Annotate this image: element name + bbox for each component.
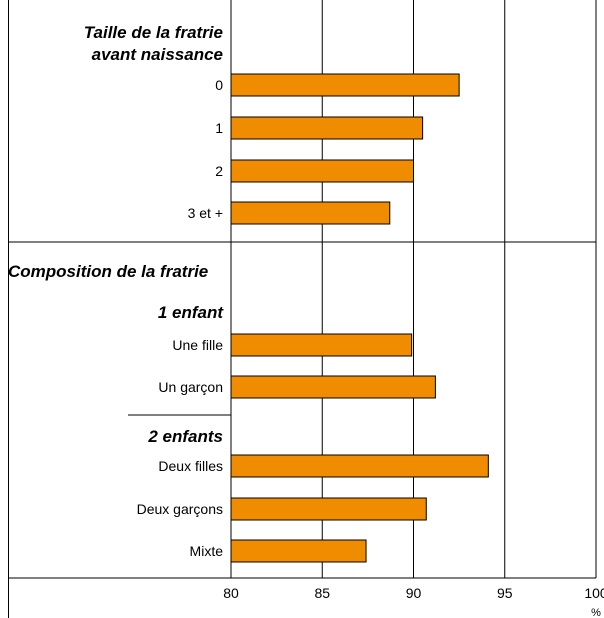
x-tick-label-90: 90 — [406, 585, 422, 601]
x-tick-label-100: 100 — [584, 585, 604, 601]
bar-label-2: 2 — [215, 163, 223, 179]
bar-3-et-+ — [230, 201, 391, 225]
group-title-line-2: avant naissance — [92, 45, 223, 64]
bar-0 — [230, 73, 460, 97]
x-tick-label-80: 80 — [223, 585, 239, 601]
x-tick-label-85: 85 — [314, 585, 330, 601]
bar-deux-garçons — [230, 497, 427, 521]
bar-mixte — [230, 539, 367, 563]
x-tick-label-95: 95 — [497, 585, 513, 601]
bar-label-3-et-+: 3 et + — [188, 205, 223, 221]
bar-label-un-garçon: Un garçon — [158, 379, 223, 395]
bar-2 — [230, 159, 414, 183]
bar-layer — [230, 73, 489, 563]
bar-une-fille — [230, 333, 413, 357]
bar-label-deux-garçons: Deux garçons — [137, 501, 223, 517]
bar-label-deux-filles: Deux filles — [158, 458, 223, 474]
bar-label-mixte: Mixte — [190, 543, 224, 559]
x-axis-unit-label: % — [591, 607, 601, 618]
bar-label-une-fille: Une fille — [172, 337, 223, 353]
bar-label-0: 0 — [215, 77, 223, 93]
bar-label-1: 1 — [215, 120, 223, 136]
subgroup-title-1: 1 enfant — [158, 303, 225, 322]
bar-1 — [230, 116, 424, 140]
label-layer: 80 85 90 95 100% Taille de la fratrie avant na… — [8, 23, 604, 618]
group-title-line-1: Taille de la fratrie — [84, 23, 223, 42]
bar-deux-filles — [230, 454, 489, 478]
left-border — [8, 0, 9, 618]
subgroup-title-2: 2 enfants — [147, 427, 223, 446]
bar-un-garçon — [230, 375, 436, 399]
group-title-composition: Composition de la fratrie — [8, 262, 208, 281]
